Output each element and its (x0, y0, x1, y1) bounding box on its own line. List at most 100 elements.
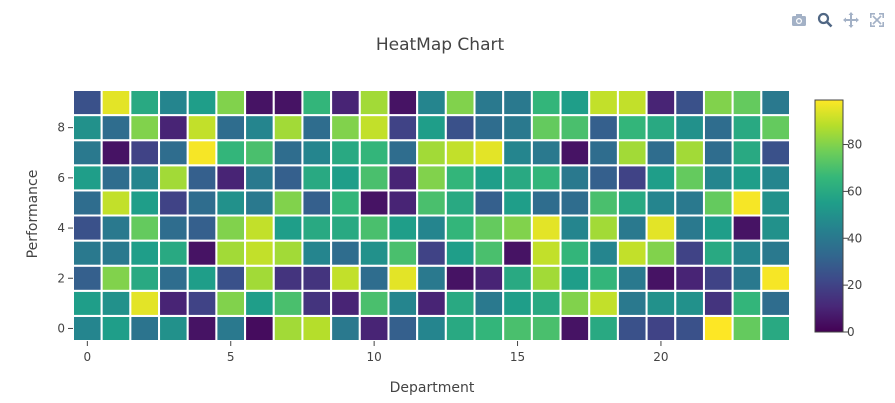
camera-icon[interactable] (789, 10, 809, 30)
heatmap-cell[interactable] (100, 264, 132, 292)
heatmap-cell[interactable] (358, 139, 390, 167)
heatmap-cell[interactable] (72, 239, 103, 267)
heatmap-cell[interactable] (301, 89, 333, 117)
heatmap-cell[interactable] (444, 139, 476, 167)
heatmap-cell[interactable] (272, 139, 304, 167)
heatmap-cell[interactable] (473, 139, 505, 167)
heatmap-cell[interactable] (358, 214, 390, 242)
heatmap-cell[interactable] (244, 214, 275, 242)
heatmap-cell[interactable] (330, 264, 361, 292)
heatmap-cell[interactable] (473, 264, 505, 292)
heatmap-cell[interactable] (473, 89, 505, 117)
heatmap-cell[interactable] (645, 314, 677, 342)
heatmap-cell[interactable] (330, 289, 361, 317)
heatmap-cell[interactable] (645, 289, 677, 317)
heatmap-cell[interactable] (588, 89, 619, 117)
heatmap-cell[interactable] (215, 189, 247, 217)
heatmap-cell[interactable] (129, 214, 161, 242)
heatmap-cell[interactable] (244, 264, 275, 292)
heatmap-cell[interactable] (674, 264, 705, 292)
heatmap-cell[interactable] (702, 214, 734, 242)
heatmap-cell[interactable] (559, 239, 591, 267)
heatmap-cell[interactable] (186, 289, 218, 317)
heatmap-cell[interactable] (616, 264, 648, 292)
heatmap-cell[interactable] (272, 239, 304, 267)
heatmap-cell[interactable] (272, 89, 304, 117)
heatmap-cell[interactable] (358, 289, 390, 317)
heatmap-cell[interactable] (186, 239, 218, 267)
heatmap-cell[interactable] (272, 189, 304, 217)
heatmap-cell[interactable] (530, 314, 562, 342)
heatmap-cell[interactable] (674, 89, 705, 117)
heatmap-cell[interactable] (530, 239, 562, 267)
heatmap-cell[interactable] (387, 214, 419, 242)
heatmap-cell[interactable] (186, 114, 218, 142)
heatmap-cell[interactable] (559, 164, 591, 192)
heatmap-cell[interactable] (272, 114, 304, 142)
heatmap-cell[interactable] (559, 289, 591, 317)
heatmap-cell[interactable] (416, 139, 447, 167)
heatmap-cell[interactable] (158, 114, 189, 142)
heatmap-cell[interactable] (186, 139, 218, 167)
heatmap-cell[interactable] (186, 264, 218, 292)
heatmap-cell[interactable] (100, 114, 132, 142)
heatmap-cell[interactable] (72, 164, 103, 192)
heatmap-cell[interactable] (100, 289, 132, 317)
heatmap-cell[interactable] (330, 114, 361, 142)
heatmap-cell[interactable] (559, 114, 591, 142)
heatmap-cell[interactable] (244, 89, 275, 117)
heatmap-cell[interactable] (244, 139, 275, 167)
heatmap-cell[interactable] (731, 239, 763, 267)
pan-icon[interactable] (841, 10, 861, 30)
heatmap-cell[interactable] (272, 289, 304, 317)
heatmap-cell[interactable] (444, 214, 476, 242)
heatmap-cell[interactable] (100, 189, 132, 217)
heatmap-cell[interactable] (502, 289, 533, 317)
heatmap-cell[interactable] (444, 164, 476, 192)
heatmap-cell[interactable] (559, 314, 591, 342)
heatmap-cell[interactable] (731, 214, 763, 242)
heatmap-cell[interactable] (502, 214, 533, 242)
heatmap-cell[interactable] (129, 164, 161, 192)
heatmap-cell[interactable] (387, 189, 419, 217)
heatmap-cell[interactable] (72, 139, 103, 167)
heatmap-cell[interactable] (473, 239, 505, 267)
heatmap-cell[interactable] (731, 139, 763, 167)
heatmap-cell[interactable] (244, 289, 275, 317)
heatmap-cell[interactable] (760, 239, 792, 267)
heatmap-cell[interactable] (387, 114, 419, 142)
heatmap-cell[interactable] (129, 239, 161, 267)
heatmap-cell[interactable] (215, 214, 247, 242)
heatmap-cell[interactable] (444, 189, 476, 217)
heatmap-cell[interactable] (330, 139, 361, 167)
heatmap-cell[interactable] (473, 164, 505, 192)
heatmap-cell[interactable] (760, 314, 792, 342)
heatmap-cell[interactable] (416, 264, 447, 292)
heatmap-cell[interactable] (186, 164, 218, 192)
heatmap-cell[interactable] (645, 139, 677, 167)
heatmap-cell[interactable] (100, 139, 132, 167)
heatmap-cell[interactable] (444, 264, 476, 292)
heatmap-cell[interactable] (760, 114, 792, 142)
heatmap-cell[interactable] (731, 189, 763, 217)
heatmap-cell[interactable] (186, 214, 218, 242)
heatmap-cell[interactable] (559, 139, 591, 167)
heatmap-cell[interactable] (158, 164, 189, 192)
heatmap-cell[interactable] (330, 164, 361, 192)
heatmap-cell[interactable] (387, 264, 419, 292)
heatmap-cell[interactable] (186, 89, 218, 117)
heatmap-cell[interactable] (244, 189, 275, 217)
heatmap-cell[interactable] (502, 189, 533, 217)
heatmap-cell[interactable] (330, 314, 361, 342)
heatmap-cell[interactable] (416, 89, 447, 117)
heatmap-cell[interactable] (387, 139, 419, 167)
heatmap-cell[interactable] (244, 314, 275, 342)
heatmap-cell[interactable] (616, 189, 648, 217)
heatmap-cell[interactable] (702, 314, 734, 342)
heatmap-cell[interactable] (244, 114, 275, 142)
heatmap-cell[interactable] (588, 214, 619, 242)
heatmap-cell[interactable] (215, 89, 247, 117)
heatmap-cell[interactable] (731, 264, 763, 292)
heatmap-cell[interactable] (215, 289, 247, 317)
heatmap-cell[interactable] (416, 239, 447, 267)
